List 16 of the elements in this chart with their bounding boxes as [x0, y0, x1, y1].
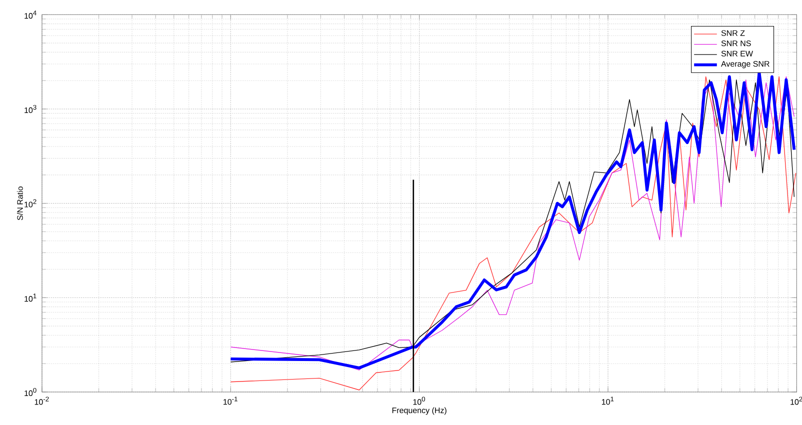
legend-label: SNR EW	[721, 50, 753, 56]
x-tick-label: 10$^{1}$	[602, 396, 614, 405]
x-tick-label: 10$^{-1}$	[224, 396, 238, 405]
legend-label: Average SNR	[721, 61, 770, 68]
x-tick-label: 10$^{-2}$	[34, 396, 49, 405]
y-tick-label: 10$^{0}$	[24, 388, 36, 396]
y-tick-label: 10$^{1}$	[24, 294, 36, 302]
y-tick-label: 10$^{3}$	[24, 104, 36, 114]
y-axis-title: S/N Ratio	[16, 186, 23, 220]
legend-label: SNR Z	[721, 30, 745, 36]
x-tick-label: 10$^{2}$	[790, 396, 802, 405]
y-tick-label: 10$^{4}$	[24, 10, 36, 19]
x-axis-title: Frequency (Hz)	[392, 407, 446, 415]
x-tick-label: 10$^{0}$	[413, 396, 426, 405]
legend-label: SNR NS	[721, 40, 751, 46]
y-tick-label: 10$^{2}$	[24, 199, 36, 208]
